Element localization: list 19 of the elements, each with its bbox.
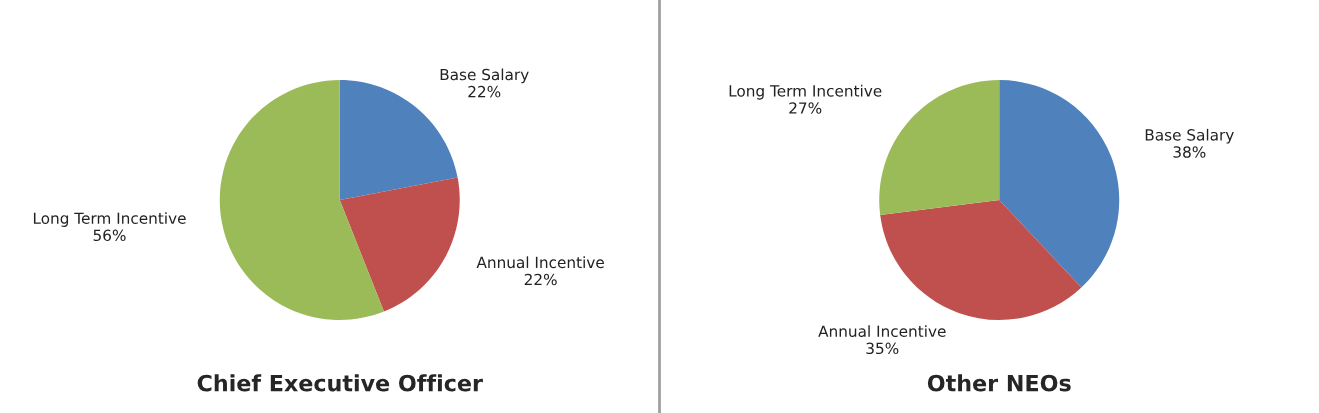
- pie-slice: [880, 200, 1082, 320]
- data-label: 22%: [468, 85, 501, 98]
- pie-slice: [999, 80, 1120, 288]
- data-label: 38%: [1173, 146, 1206, 158]
- data-label: 56%: [93, 229, 126, 242]
- slice-label: Long Term Incentive: [729, 84, 882, 100]
- text: Chief Executive Officer: [197, 374, 483, 392]
- pie-slice: [219, 80, 384, 320]
- slice-label: Base Salary: [1145, 128, 1234, 144]
- slice-label: Annual Incentive: [476, 256, 604, 269]
- slice-label: Long Term Incentive: [33, 212, 186, 227]
- data-label: 35%: [866, 342, 899, 355]
- data-label: 22%: [524, 273, 557, 286]
- slice-label: Annual Incentive: [818, 325, 946, 338]
- slice-label: Base Salary: [440, 68, 529, 84]
- data-label: 27%: [789, 102, 822, 114]
- text: Other NEOs: [927, 374, 1071, 392]
- pie-slice: [339, 177, 460, 312]
- pie-slice: [339, 80, 458, 200]
